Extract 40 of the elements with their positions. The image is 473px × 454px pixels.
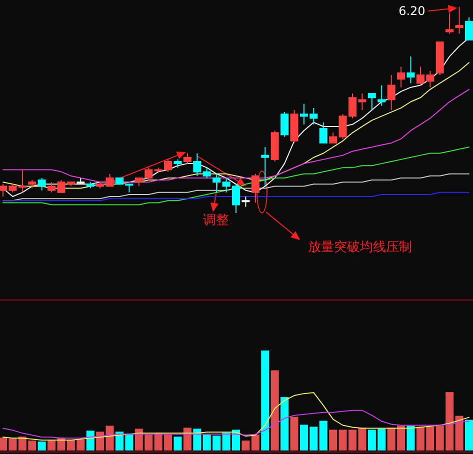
candlestick (280, 112, 289, 138)
bar (290, 416, 298, 450)
candlestick (48, 182, 56, 193)
bar (329, 430, 338, 450)
candlestick (465, 16, 473, 40)
annotation: 调整 (203, 213, 229, 228)
bar (183, 428, 192, 450)
bar (174, 436, 182, 450)
candlestick (406, 56, 415, 84)
candlestick (183, 152, 192, 164)
bar (406, 426, 415, 450)
candlestick (397, 66, 406, 88)
candlestick (251, 173, 260, 204)
bar (251, 434, 260, 450)
bar (319, 420, 328, 450)
bar (270, 370, 279, 450)
candlestick (446, 12, 454, 34)
candlestick (242, 196, 250, 208)
candlestick (378, 84, 386, 106)
bar (242, 440, 250, 450)
candlestick (387, 74, 396, 110)
candlestick (18, 169, 26, 193)
text: 放量突破均线压制 (308, 240, 412, 255)
candlestick (38, 177, 46, 191)
candlestick (368, 93, 376, 110)
candlestick (202, 167, 211, 178)
bar (455, 416, 464, 450)
annotation: 6.20 (398, 4, 426, 18)
bar (106, 426, 114, 450)
candlestick (261, 146, 270, 187)
candlestick (193, 152, 202, 176)
bar (280, 397, 289, 450)
bar (38, 442, 46, 450)
candlestick (329, 132, 338, 144)
bar (48, 440, 56, 450)
candlestick (455, 6, 464, 34)
bar (261, 350, 270, 450)
candlestick (106, 173, 114, 187)
bar (465, 420, 473, 450)
candlestick (319, 122, 328, 144)
